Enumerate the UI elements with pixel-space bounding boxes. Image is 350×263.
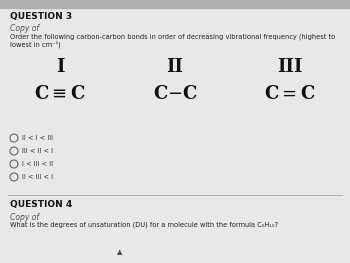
Text: I < III < II: I < III < II: [22, 161, 53, 167]
Text: Copy of: Copy of: [10, 24, 39, 33]
Text: C$=$C: C$=$C: [264, 85, 316, 103]
Bar: [0, 0, 350, 8]
Text: ▲: ▲: [117, 249, 123, 255]
Text: II: II: [167, 58, 183, 76]
Text: QUESTION 3: QUESTION 3: [10, 12, 72, 21]
Text: Order the following carbon-carbon bonds in order of decreasing vibrational frequ: Order the following carbon-carbon bonds …: [10, 33, 335, 48]
Text: What is the degrees of unsaturation (DU) for a molecule with the formula C₆H₁₀?: What is the degrees of unsaturation (DU)…: [10, 222, 278, 229]
Text: III < II < I: III < II < I: [22, 148, 53, 154]
Text: II < III < I: II < III < I: [22, 174, 53, 180]
Text: Copy of: Copy of: [10, 213, 39, 222]
Text: III: III: [277, 58, 303, 76]
Text: I: I: [56, 58, 64, 76]
Text: II < I < III: II < I < III: [22, 135, 53, 141]
Text: QUESTION 4: QUESTION 4: [10, 200, 72, 209]
Text: C$\equiv$C: C$\equiv$C: [34, 85, 86, 103]
Text: C$-$C: C$-$C: [153, 85, 197, 103]
